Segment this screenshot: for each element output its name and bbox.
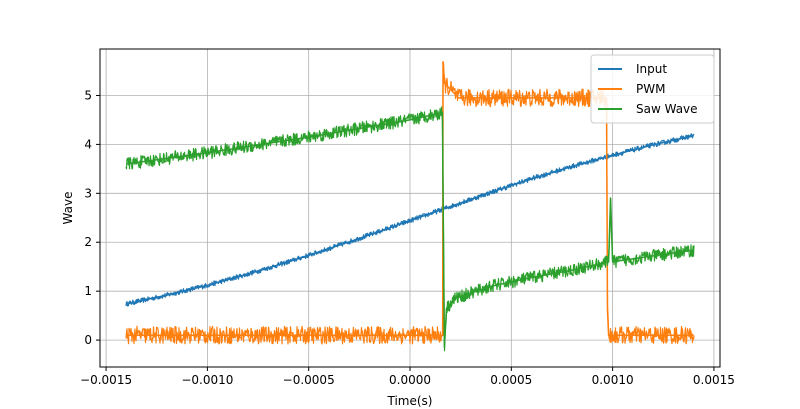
y-tick-label: 3 [84, 186, 92, 200]
series-trace-input [126, 134, 694, 305]
x-axis: −0.0015 −0.0010 −0.0005 0.0000 0.0005 0.0010 0… [80, 367, 735, 387]
x-tick-label: −0.0010 [181, 373, 233, 387]
x-tick-label: −0.0005 [283, 373, 335, 387]
legend-label: Saw Wave [636, 102, 698, 116]
series-layer [125, 61, 695, 352]
y-tick-label: 2 [84, 235, 92, 249]
y-tick-label: 0 [84, 333, 92, 347]
y-tick-label: 4 [84, 137, 92, 151]
x-axis-title: Time(s) [387, 394, 433, 408]
y-tick-label: 1 [84, 284, 92, 298]
legend-label: PWM [636, 82, 665, 96]
series-trace-saw-wave [126, 111, 694, 348]
y-axis-title: Wave [61, 192, 75, 225]
legend-box [590, 54, 715, 124]
legend-label: Input [636, 62, 667, 76]
x-tick-label: 0.0010 [592, 373, 634, 387]
x-tick-label: 0.0015 [693, 373, 735, 387]
x-tick-label: 0.0005 [490, 373, 532, 387]
legend: Input PWM Saw Wave [590, 54, 715, 124]
x-tick-label: −0.0015 [80, 373, 132, 387]
x-tick-label: 0.0000 [389, 373, 431, 387]
y-axis: 0 1 2 3 4 5 [84, 88, 100, 347]
y-tick-label: 5 [84, 88, 92, 102]
